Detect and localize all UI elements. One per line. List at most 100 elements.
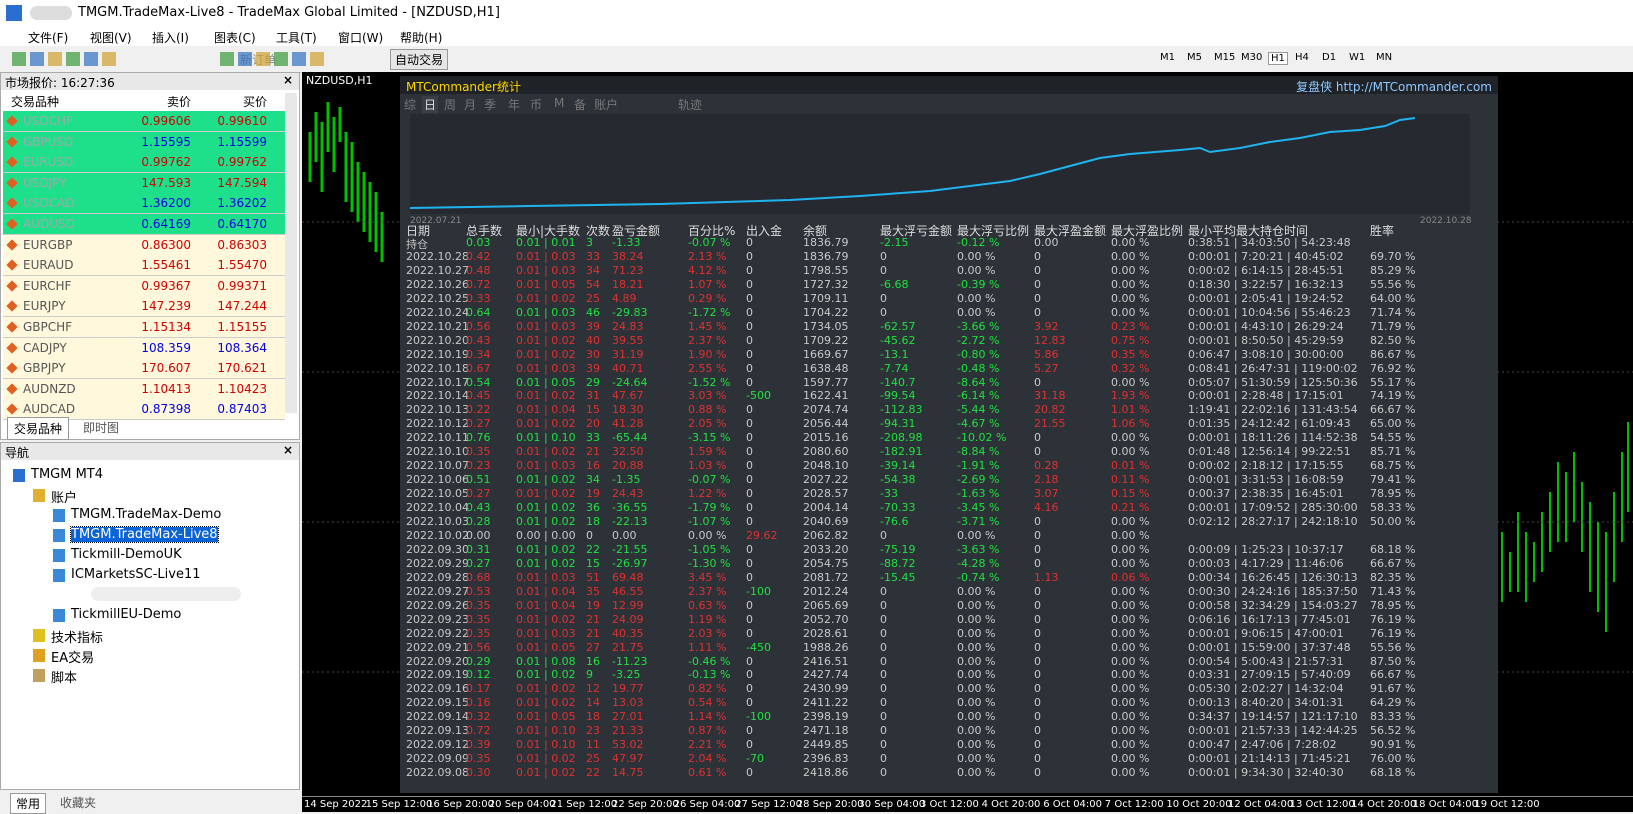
table-cell: 0.01 | 0.03 — [516, 249, 576, 263]
stats-tab[interactable]: 币 — [530, 98, 543, 112]
stats-tab[interactable]: 年 — [508, 98, 521, 112]
timeframe-button[interactable]: MN — [1376, 52, 1393, 63]
timeframe-button[interactable]: D1 — [1322, 52, 1337, 63]
table-cell: 0.00 % — [1111, 738, 1150, 752]
table-cell: 0.01 | 0.02 — [516, 347, 576, 361]
quote-row[interactable]: AUDNZD 1.10413 1.10423 — [3, 378, 285, 400]
quote-row[interactable]: AUDUSD 0.64169 0.64170 — [3, 214, 285, 235]
tab[interactable]: 即时图 — [83, 421, 120, 435]
tree-item[interactable]: TMGM.TradeMax-Demo — [71, 507, 222, 522]
timeframe-button[interactable]: M1 — [1160, 52, 1175, 63]
stats-tab[interactable]: 备 — [574, 98, 587, 112]
menu-item[interactable]: 插入(I) — [152, 31, 189, 45]
stats-tab[interactable]: M — [554, 96, 565, 110]
tree-item[interactable]: EA交易 — [51, 651, 95, 666]
quote-row[interactable]: GBPUSD 1.15595 1.15599 — [3, 131, 285, 153]
stats-tab[interactable]: 月 — [464, 98, 477, 112]
table-cell: 18 — [586, 515, 600, 528]
tool-icon[interactable] — [12, 52, 26, 66]
tool-icon[interactable] — [238, 52, 252, 66]
tree-item[interactable]: TickmillEU-Demo — [71, 607, 182, 622]
tool-icon[interactable] — [274, 52, 288, 66]
table-cell: -0.13 % — [688, 668, 731, 682]
menu-item[interactable]: 图表(C) — [214, 31, 256, 45]
table-cell: -3.45 % — [957, 501, 1000, 515]
symbol: GBPJPY — [23, 361, 66, 376]
quote-row[interactable]: CADJPY 108.359 108.364 — [3, 337, 285, 359]
quote-row[interactable]: USDJPY 147.593 147.594 — [3, 172, 285, 194]
table-cell: 3.92 — [1034, 319, 1059, 333]
stats-tab[interactable]: 季 — [484, 98, 497, 112]
tree-item[interactable]: TMGM MT4 — [31, 467, 104, 482]
stats-tab[interactable]: 综 — [404, 98, 417, 112]
tab[interactable]: 交易品种 — [7, 417, 70, 440]
table-cell: 31.18 — [1034, 389, 1066, 403]
table-cell: 0.87 % — [688, 724, 727, 738]
brand-link[interactable]: 复盘侠 http://MTCommander.com — [1296, 80, 1492, 94]
table-cell: 0.00 % — [1111, 584, 1150, 598]
tool-icon[interactable] — [66, 52, 80, 66]
quote-row[interactable]: EURUSD 0.99762 0.99762 — [3, 152, 285, 174]
timeframe-button[interactable]: M30 — [1241, 52, 1263, 63]
table-cell: 2022.09.26 — [406, 598, 469, 612]
timeframe-button[interactable]: M15 — [1214, 52, 1236, 63]
table-cell: 0 — [746, 515, 753, 528]
quote-icon — [6, 238, 18, 251]
tree-item[interactable]: 账户 — [51, 491, 78, 506]
quote-row[interactable]: GBPJPY 170.607 170.621 — [3, 358, 285, 380]
table-cell: 0.00 % — [1111, 556, 1150, 570]
tab[interactable]: 常用 — [10, 793, 47, 814]
timeframe-button[interactable]: M5 — [1187, 52, 1202, 63]
table-cell: -1.07 % — [688, 515, 731, 528]
tree-item[interactable]: 技术指标 — [51, 631, 104, 646]
quote-row[interactable]: EURJPY 147.239 147.244 — [3, 296, 285, 318]
table-cell: 0.00 % — [957, 696, 996, 710]
timeframe-button[interactable]: H1 — [1268, 52, 1288, 65]
tree-item[interactable]: ICMarketsSC-Live11 — [71, 567, 201, 582]
quote-row[interactable]: USDCAD 1.36200 1.36202 — [3, 193, 285, 215]
close-button[interactable]: × — [283, 443, 294, 457]
menu-item[interactable]: 文件(F) — [28, 31, 69, 45]
stats-tab[interactable]: 日 — [422, 96, 439, 113]
menu-item[interactable]: 视图(V) — [90, 31, 132, 45]
tool-icon[interactable] — [220, 52, 234, 66]
table-cell: 2022.10.02 — [406, 528, 469, 542]
tool-icon[interactable] — [30, 52, 44, 66]
table-cell: 2022.10.06 — [406, 473, 469, 487]
menu-item[interactable]: 工具(T) — [276, 31, 317, 45]
table-cell: 0.12 — [466, 668, 491, 682]
tool-icon[interactable] — [292, 52, 306, 66]
tool-icon[interactable] — [102, 52, 116, 66]
quote-row[interactable]: USDCHF 0.99606 0.99610 — [3, 111, 285, 132]
timeframe-button[interactable]: W1 — [1349, 52, 1366, 63]
tree-item[interactable]: TMGM.TradeMax-Live8 — [70, 526, 219, 543]
auto-trading-button[interactable]: 自动交易 — [390, 49, 449, 70]
stats-tab[interactable]: 轨迹 — [678, 98, 703, 112]
ask-price: 1.15599 — [217, 134, 267, 149]
close-button[interactable]: × — [283, 73, 294, 87]
menu-item[interactable]: 帮助(H) — [400, 31, 443, 45]
tree-item[interactable]: 脚本 — [51, 671, 78, 686]
tab[interactable]: 收藏夹 — [60, 796, 97, 810]
bid-price: 0.64169 — [141, 217, 191, 231]
tree-item[interactable]: Tickmill-DemoUK — [71, 547, 182, 562]
table-cell: 0 — [1034, 556, 1041, 570]
tool-icon[interactable] — [256, 52, 270, 66]
tool-icon[interactable] — [48, 52, 62, 66]
stats-tab[interactable]: 周 — [444, 98, 457, 112]
tree-icon — [53, 549, 65, 562]
table-cell: 0 — [880, 654, 887, 668]
table-cell: -0.12 % — [957, 236, 1000, 249]
timeframe-button[interactable]: H4 — [1295, 52, 1309, 63]
table-cell: -7.74 — [880, 361, 909, 375]
quote-row[interactable]: AUDCAD 0.87398 0.87403 — [3, 399, 285, 421]
quote-row[interactable]: GBPCHF 1.15134 1.15155 — [3, 317, 285, 338]
menu-item[interactable]: 窗口(W) — [338, 31, 384, 45]
quote-row[interactable]: EURCHF 0.99367 0.99371 — [3, 275, 285, 297]
quote-row[interactable]: EURAUD 1.55461 1.55470 — [3, 255, 285, 277]
x-axis-label: 13 Oct 12:00 — [1289, 799, 1355, 810]
tool-icon[interactable] — [84, 52, 98, 66]
stats-tab[interactable]: 账户 — [594, 98, 619, 112]
tool-icon[interactable] — [310, 52, 324, 66]
quote-row[interactable]: EURGBP 0.86300 0.86303 — [3, 234, 285, 256]
